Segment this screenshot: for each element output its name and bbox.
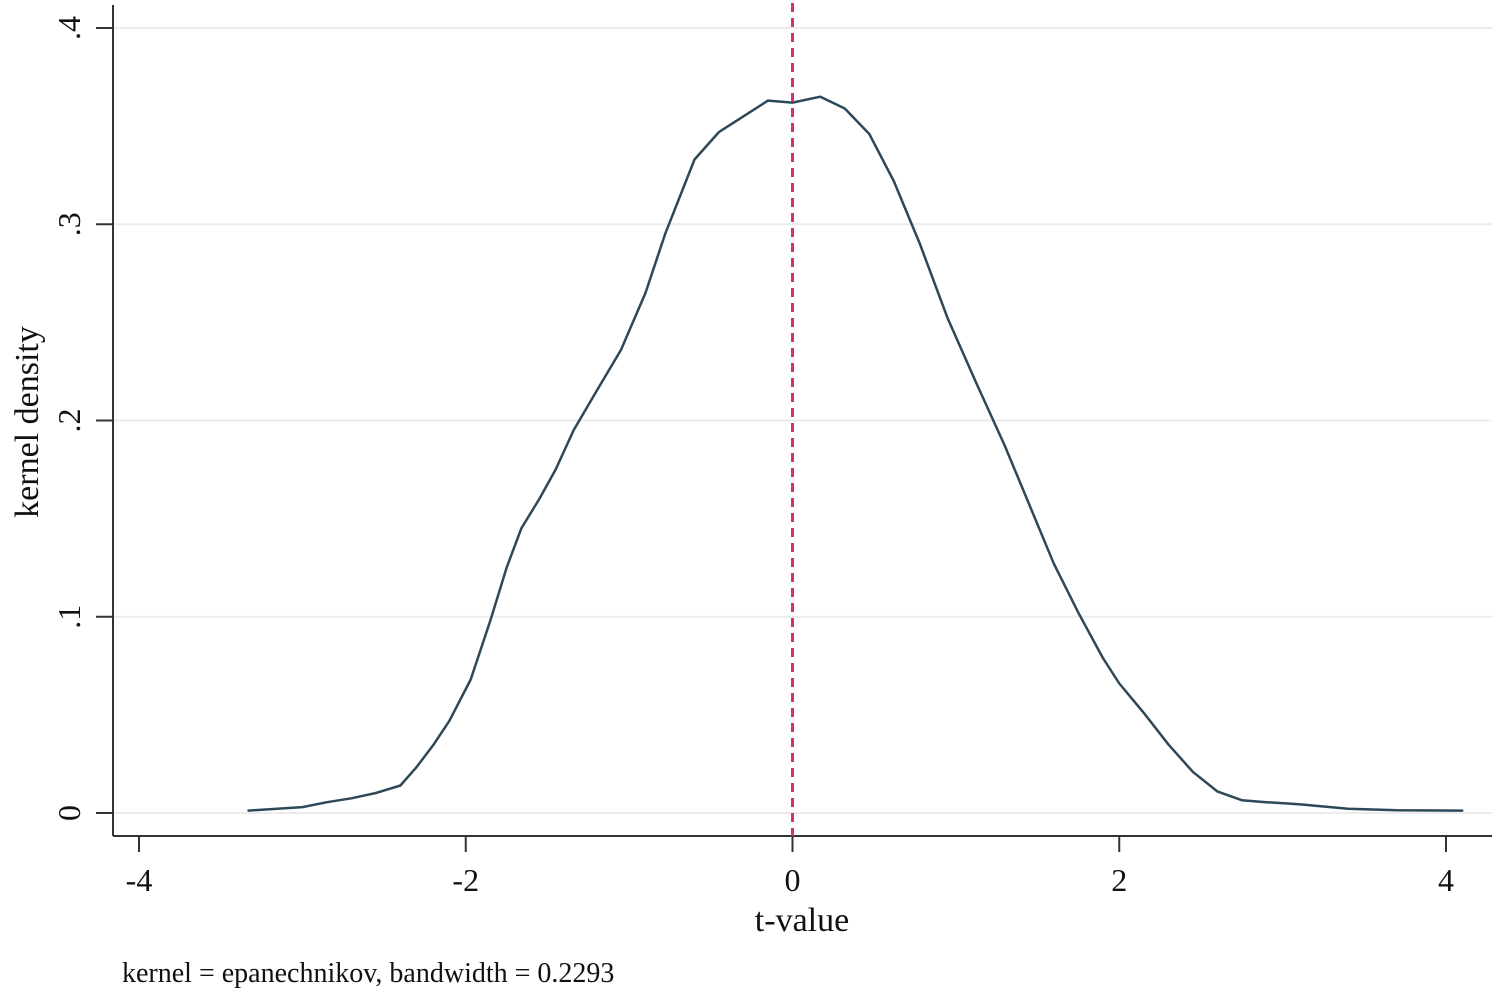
x-tick-label: 0 [785,862,801,898]
grid-lines [114,27,1492,814]
density-curve [247,95,1464,812]
kernel-note: kernel = epanechnikov, bandwidth = 0.229… [122,958,614,989]
x-tick-label: -4 [126,862,153,898]
y-tick-label: 0 [51,805,87,821]
y-tick-label: .1 [51,605,87,629]
x-axis-title: t-value [755,902,849,939]
ticks: 0 .1 .2 .3 .4 -4 -2 0 2 4 [51,16,1454,898]
y-tick-label: .3 [51,212,87,236]
y-axis-title: kernel density [9,326,46,518]
x-tick-label: -2 [452,862,479,898]
y-tick-label: .4 [51,16,87,40]
series [247,95,1464,812]
y-tick-label: .2 [51,409,87,433]
x-tick-label: 2 [1111,862,1127,898]
x-tick-label: 4 [1438,862,1454,898]
